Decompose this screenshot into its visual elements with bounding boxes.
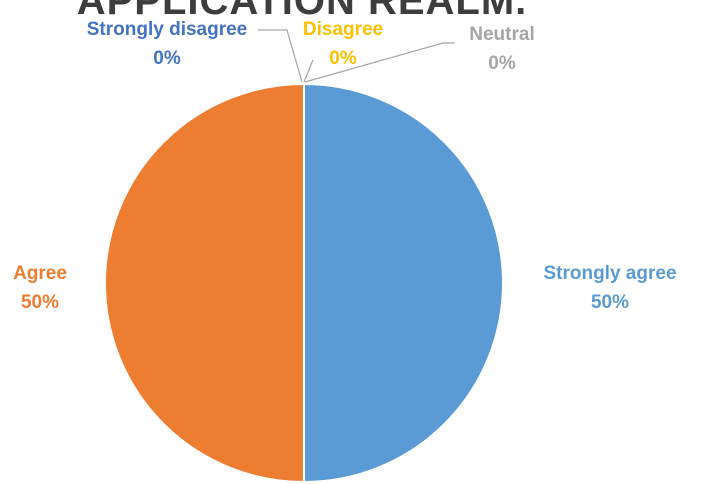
label-percent-strongly-agree: 50% bbox=[591, 292, 629, 313]
leader-line-strongly-disagree bbox=[258, 29, 303, 83]
label-category-neutral: Neutral bbox=[469, 24, 534, 45]
label-percent-agree: 50% bbox=[21, 292, 59, 313]
label-category-disagree: Disagree bbox=[303, 19, 383, 40]
leader-line-neutral bbox=[304, 42, 455, 83]
label-percent-strongly-disagree: 0% bbox=[153, 48, 181, 69]
label-percent-disagree: 0% bbox=[329, 48, 357, 69]
chart-title: APPLICATION REALM. bbox=[77, 0, 528, 23]
data-labels: Strongly agree 50% Agree 50% Strongly disagr… bbox=[13, 19, 676, 313]
label-category-strongly-disagree: Strongly disagree bbox=[87, 19, 248, 40]
label-percent-neutral: 0% bbox=[488, 53, 516, 74]
pie-slices bbox=[104, 82, 504, 484]
label-category-agree: Agree bbox=[13, 263, 67, 284]
pie-slice-strongly-agree bbox=[303, 82, 504, 484]
pie-slice-agree bbox=[104, 82, 305, 484]
leader-lines bbox=[258, 29, 455, 83]
leader-line-disagree bbox=[303, 59, 314, 83]
label-category-strongly-agree: Strongly agree bbox=[543, 263, 676, 284]
